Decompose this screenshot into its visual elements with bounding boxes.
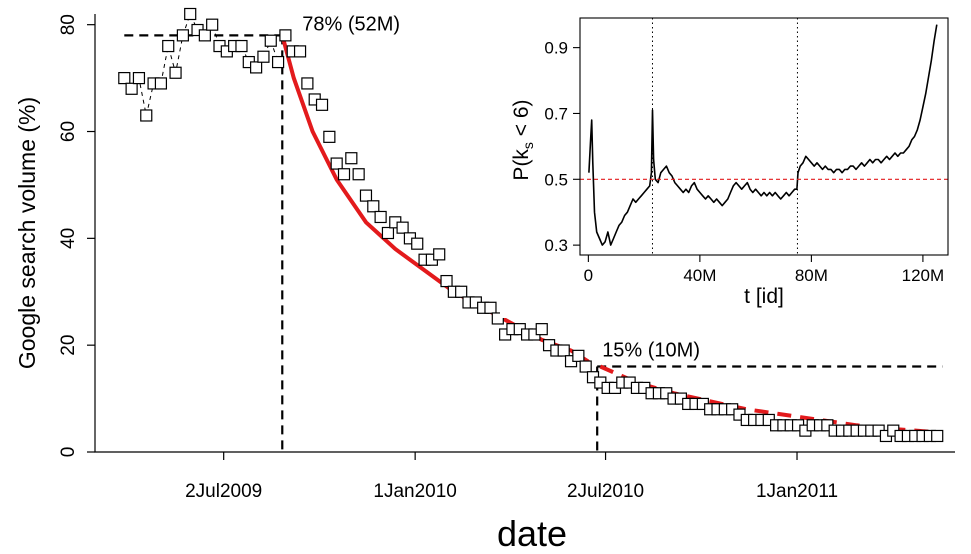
y-tick-label: 0 [58,447,79,458]
data-point [235,39,248,53]
data-point [206,18,219,31]
inset-x-tick-label: 0 [584,266,593,285]
inset-series-line [588,24,938,246]
data-point [931,429,944,443]
inset-y-tick-label: 0.7 [544,104,568,123]
main-y-axis: 0 20 40 60 80 [58,14,95,457]
data-points [118,7,944,443]
data-point [535,323,548,336]
y-tick-label: 60 [58,121,79,142]
reference-label: 78% (52M) [302,13,400,35]
data-point [484,301,497,314]
data-point [323,130,336,143]
inset-y-tick-label: 0.3 [544,236,568,255]
data-point [315,98,329,111]
data-point [271,55,285,69]
inset-x-axis: 0 40M 80M 120M [584,255,945,285]
x-tick-label: 2Jul2009 [185,481,262,502]
data-point [125,82,138,95]
y-tick-label: 80 [58,14,79,35]
inset-x-axis-label: t [id] [744,285,784,308]
x-axis-label: date [497,513,567,554]
data-point [359,189,373,202]
data-point [381,226,395,240]
data-point [337,168,351,181]
inset-y-axis: 0.3 0.5 0.7 0.9 [544,39,580,255]
data-point [374,210,387,224]
data-point [198,29,211,42]
main-x-axis: 2Jul2009 1Jan2010 2Jul2010 1Jan2011 [185,452,838,502]
data-point [140,109,153,122]
x-tick-label: 1Jan2011 [756,481,838,502]
data-point [118,71,131,85]
main-chart: 0 20 40 60 80 2Jul2009 1Jan2010 2Jul2010 1Jan20… [14,7,955,554]
data-point [433,248,446,261]
data-point [176,29,189,42]
data-point [352,168,365,181]
data-point [345,152,358,165]
fit-solid-line [280,33,590,364]
data-point [440,274,453,288]
inset-x-tick-label: 40M [683,266,716,285]
data-point [264,34,277,47]
y-axis-label: Google search volume (%) [14,97,40,369]
reference-lines: 78% (52M) 15% (10M) [124,13,943,452]
data-point [169,66,182,79]
data-point [579,360,592,373]
data-point [396,221,409,234]
data-point [154,77,168,90]
data-point [411,237,424,250]
data-point [162,39,175,53]
reference-label: 15% (10M) [602,340,700,362]
data-point [293,45,307,58]
data-point [557,344,570,357]
data-point [330,157,343,170]
x-tick-label: 2Jul2010 [567,481,644,502]
inset-y-axis-label-main: P(k [510,149,533,181]
x-tick-label: 1Jan2010 [373,481,456,502]
inset-y-axis-label-tail: < 6) [510,99,533,142]
data-point [132,71,146,85]
data-point [184,7,197,21]
data-point [257,50,270,63]
data-point [572,349,585,362]
points-connector [123,12,279,116]
data-point [455,285,468,298]
inset-y-axis-label-subscript: s [520,142,536,149]
inset-reference-vlines [651,18,798,255]
inset-y-tick-label: 0.9 [544,39,568,58]
inset-y-axis-label: P(ks < 6) [510,99,536,180]
inset-chart: 0.3 0.5 0.7 0.9 0 40M 80M 120M t [id] P(ks < 6… [500,8,965,318]
data-point [301,77,314,90]
inset-plot-frame [579,17,949,256]
y-tick-label: 40 [58,228,79,249]
data-point [250,61,263,74]
inset-x-tick-label: 120M [902,266,945,285]
data-point [491,312,504,325]
inset-background [500,8,965,318]
data-point [279,29,292,42]
inset-y-tick-label: 0.5 [544,170,568,189]
y-tick-label: 20 [58,335,79,356]
data-point [367,200,380,213]
inset-x-tick-label: 80M [795,266,828,285]
